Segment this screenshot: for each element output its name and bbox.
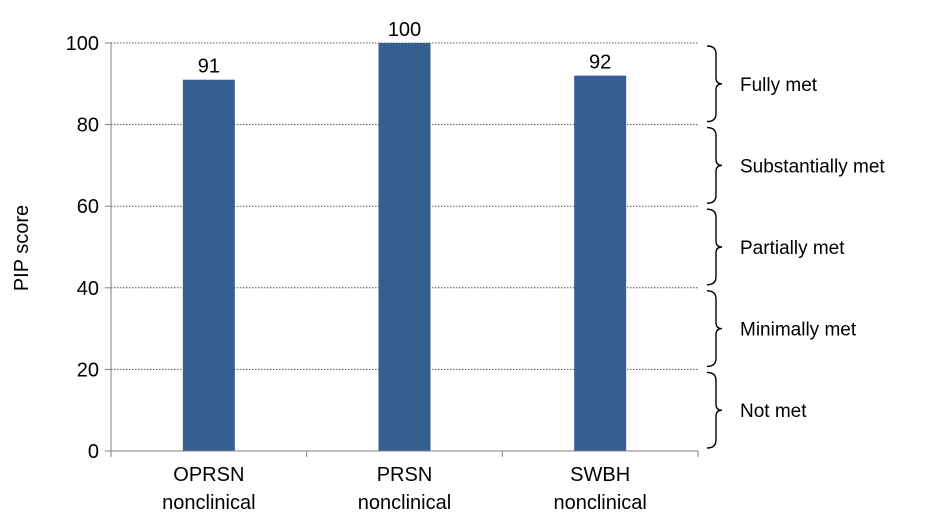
x-tick-label-line: OPRSN xyxy=(173,464,244,486)
data-label: 91 xyxy=(198,56,220,78)
score-band-brace xyxy=(706,290,723,368)
score-band-label: Not met xyxy=(740,401,807,422)
labels: 0 20 40 60 80 100 91 OPRSN nonclinical 100 PRSN non… xyxy=(66,19,647,514)
bar xyxy=(182,79,235,451)
score-band-label: Fully met xyxy=(740,75,818,96)
score-band-label: Minimally met xyxy=(740,320,857,341)
score-band-brace xyxy=(706,126,723,204)
y-tick-label: 60 xyxy=(77,196,99,218)
x-tick-label-line: PRSN xyxy=(377,464,433,486)
score-band-brace xyxy=(706,371,723,449)
score-band-label: Partially met xyxy=(740,238,845,259)
x-tick-label-line: SWBH xyxy=(570,464,630,486)
y-tick-label: 20 xyxy=(77,359,99,381)
score-bands: Fully met Substantially met Partially met M… xyxy=(706,45,885,449)
score-band-brace xyxy=(706,208,723,286)
y-tick-label: 40 xyxy=(77,278,99,300)
bar xyxy=(574,75,627,451)
y-tick-label: 80 xyxy=(77,115,99,137)
bar xyxy=(378,43,431,451)
score-band-brace xyxy=(706,45,723,123)
x-tick-label: PRSN nonclinical xyxy=(358,464,451,514)
x-tick-label-line: nonclinical xyxy=(358,492,451,514)
axes xyxy=(105,42,699,457)
bars xyxy=(182,43,627,451)
y-tick-label: 100 xyxy=(66,33,99,55)
x-tick-label-line: nonclinical xyxy=(553,492,646,514)
score-band-label: Substantially met xyxy=(740,156,885,177)
data-label: 100 xyxy=(388,19,421,41)
y-tick-label: 0 xyxy=(88,441,99,463)
data-label: 92 xyxy=(589,52,611,74)
y-axis-title: PIP score xyxy=(11,205,33,291)
x-tick-label: OPRSN nonclinical xyxy=(162,464,255,514)
x-tick-label-line: nonclinical xyxy=(162,492,255,514)
x-tick-label: SWBH nonclinical xyxy=(553,464,646,514)
